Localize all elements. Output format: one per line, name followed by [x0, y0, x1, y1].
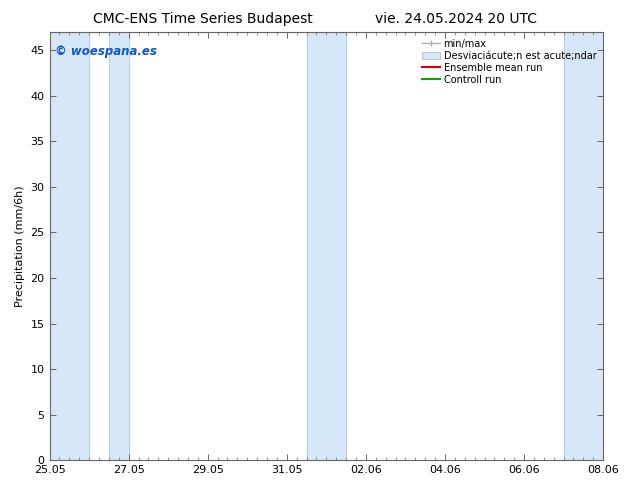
- Bar: [109, 32, 129, 460]
- Bar: [307, 32, 346, 460]
- Bar: [49, 32, 89, 460]
- Text: © woespana.es: © woespana.es: [55, 45, 157, 58]
- Legend: min/max, Desviaciácute;n est acute;ndar, Ensemble mean run, Controll run: min/max, Desviaciácute;n est acute;ndar,…: [420, 37, 598, 87]
- Text: CMC-ENS Time Series Budapest: CMC-ENS Time Series Budapest: [93, 12, 313, 26]
- Bar: [564, 32, 603, 460]
- Text: vie. 24.05.2024 20 UTC: vie. 24.05.2024 20 UTC: [375, 12, 538, 26]
- Y-axis label: Precipitation (mm/6h): Precipitation (mm/6h): [15, 185, 25, 307]
